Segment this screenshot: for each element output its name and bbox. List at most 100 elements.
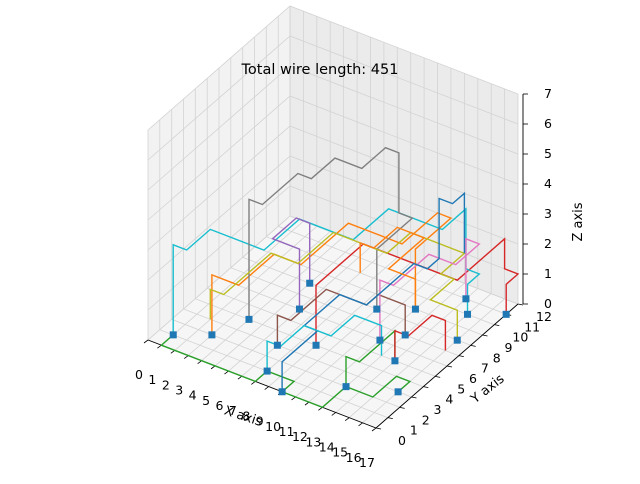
pin-marker (373, 305, 381, 313)
y-tick-label: 12 (536, 309, 552, 324)
y-tick (423, 386, 429, 389)
x-tick-label: 10 (265, 419, 281, 434)
pin-marker (208, 331, 216, 339)
x-tick-label: 6 (215, 398, 223, 413)
y-tick (458, 355, 464, 358)
x-tick (331, 412, 337, 416)
z-tick-label: 0 (544, 296, 552, 311)
y-tick-label: 1 (410, 423, 418, 438)
pin-marker (273, 341, 281, 349)
pin-marker (502, 310, 510, 318)
x-tick-label: 9 (256, 414, 264, 429)
y-tick (482, 334, 488, 337)
pin-marker (453, 336, 461, 344)
y-tick-label: 9 (505, 340, 513, 355)
wire-series-14 (359, 226, 426, 310)
y-tick (411, 396, 417, 399)
x-tick-label: 13 (305, 434, 321, 449)
wire-series-9 (379, 237, 481, 341)
pin-marker (376, 336, 384, 344)
grid-line-z (147, 95, 519, 221)
y-tick-label: 0 (398, 433, 406, 448)
x-tick-label: 4 (189, 388, 197, 403)
pin-marker (245, 315, 253, 323)
x-tick (358, 422, 363, 427)
x-tick-label: 7 (229, 403, 237, 418)
x-tick-label: 1 (148, 372, 156, 387)
x-tick (318, 406, 323, 411)
pin-marker (391, 357, 399, 365)
y-tick-label: 5 (457, 381, 465, 396)
y-tick-label: 8 (493, 350, 501, 365)
y-tick-label: 4 (445, 392, 453, 407)
wire-series-12 (394, 314, 447, 361)
wire-series-2 (315, 237, 520, 346)
x-tick-label: 5 (202, 393, 210, 408)
pin-marker (462, 295, 470, 303)
wire-series-3 (172, 207, 481, 335)
grid-line-z (147, 35, 519, 161)
y-tick (387, 417, 393, 420)
y-tick (446, 365, 453, 368)
x-tick (237, 375, 243, 380)
pin-marker (306, 279, 314, 287)
y-tick-label: 11 (524, 319, 540, 334)
pin-marker (169, 331, 177, 339)
wire-series-7 (271, 217, 311, 310)
pin-marker (278, 388, 286, 396)
x-tick-label: 17 (359, 455, 375, 470)
x-tick-label: 2 (162, 377, 170, 392)
x-tick-label: 16 (346, 450, 362, 465)
z-tick-label: 4 (544, 176, 552, 191)
grid-line-z (147, 65, 519, 191)
wire-series-13 (266, 314, 383, 372)
x-tick-label: 3 (175, 383, 183, 398)
x-tick (304, 401, 310, 406)
pin-marker (263, 367, 271, 375)
x-tick-label: 14 (319, 439, 335, 454)
x-tick (251, 381, 256, 385)
pin-marker (295, 305, 303, 313)
x-tick-label: 0 (135, 367, 143, 382)
pane-back (290, 6, 518, 304)
chart-title: Total wire length: 451 (241, 62, 399, 78)
pin-marker (312, 341, 320, 349)
y-tick (435, 375, 441, 378)
wire-series-1 (160, 334, 412, 409)
x-tick (210, 365, 216, 370)
x-tick-label: 8 (242, 408, 250, 423)
y-tick-label: 7 (481, 361, 489, 376)
pin-marker (464, 310, 472, 318)
z-tick-label: 2 (544, 236, 552, 251)
y-tick-label: 3 (434, 402, 442, 417)
grid-line-z (147, 5, 519, 131)
pin-marker (411, 305, 419, 313)
wire-series-5 (248, 146, 414, 320)
x-tick (143, 339, 149, 344)
pin-marker (401, 331, 409, 339)
pin-marker (342, 383, 350, 391)
y-tick (399, 406, 405, 409)
z-tick-label: 6 (544, 116, 552, 131)
x-tick-label: 12 (292, 429, 308, 444)
z-tick-label: 3 (544, 206, 552, 221)
x-tick-label: 15 (332, 445, 348, 460)
y-tick-label: 2 (422, 412, 430, 427)
x-tick (371, 427, 377, 432)
x-tick (264, 386, 269, 390)
y-tick (470, 344, 476, 347)
z-tick-label: 5 (544, 146, 552, 161)
y-tick (517, 303, 524, 306)
y-tick-label: 10 (512, 330, 528, 345)
x-tick (224, 370, 229, 375)
x-tick-label: 11 (279, 424, 295, 439)
pin-marker (394, 388, 402, 396)
y-tick-label: 6 (469, 371, 477, 386)
x-tick (344, 417, 350, 421)
y-tick (375, 427, 382, 430)
z-tick-label: 1 (544, 266, 552, 281)
grid-line-z (147, 125, 519, 251)
y-tick (494, 324, 500, 327)
